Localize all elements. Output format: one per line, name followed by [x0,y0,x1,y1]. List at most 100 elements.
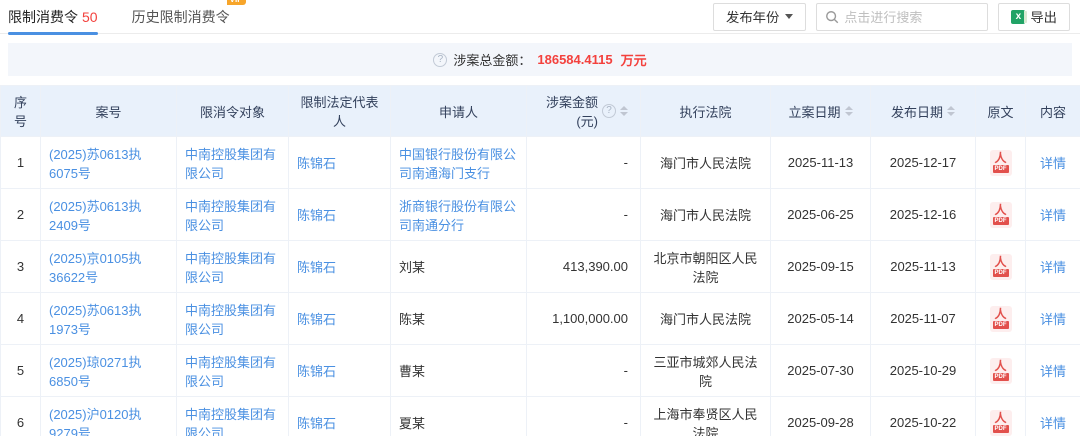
toolbar: 发布年份 点击进行搜索 x 导出 [713,2,1070,31]
target-company-link[interactable]: 中南控股集团有限公司 [185,406,277,436]
tab-history-label: 历史限制消费令 [131,8,230,25]
court-cell: 海门市人民法院 [640,292,771,345]
amount-cell: - [526,136,641,189]
publish-date-cell: 2025-12-16 [870,188,976,241]
header-applicant: 申请人 [390,85,527,137]
legal-rep-link[interactable]: 陈锦石 [297,156,337,171]
case-no-link[interactable]: (2025)琼0271执6850号 [49,354,142,389]
legal-rep-link[interactable]: 陈锦石 [297,312,337,327]
tab-restriction-orders-count: 50 [82,8,98,25]
search-icon [826,10,839,23]
case-no-link[interactable]: (2025)苏0613执6075号 [49,146,142,181]
applicant-link[interactable]: 中国银行股份有限公司南通海门支行 [399,146,517,181]
detail-link[interactable]: 详情 [1039,260,1066,275]
row-index: 1 [0,136,41,189]
row-index: 6 [0,396,41,436]
pdf-icon[interactable]: 人 PDF [989,409,1012,436]
tab-restriction-orders-label: 限制消费令 [8,8,78,25]
header-target: 限消令对象 [176,85,289,137]
vip-badge: VIP [226,0,246,5]
header-filing-date-label: 立案日期 [788,104,841,120]
target-company-link[interactable]: 中南控股集团有限公司 [185,198,277,233]
court-cell: 三亚市城郊人民法院 [640,344,771,397]
detail-link[interactable]: 详情 [1039,312,1066,327]
filing-date-cell: 2025-05-14 [770,292,871,345]
search-placeholder: 点击进行搜索 [844,10,923,25]
target-company-link[interactable]: 中南控股集团有限公司 [185,146,277,181]
target-company-link[interactable]: 中南控股集团有限公司 [185,302,277,337]
legal-rep-link[interactable]: 陈锦石 [297,208,337,223]
case-no-link[interactable]: (2025)苏0613执1973号 [49,302,142,337]
publish-date-cell: 2025-11-13 [870,240,976,293]
search-input[interactable]: 点击进行搜索 [816,2,989,31]
target-company-link[interactable]: 中南控股集团有限公司 [185,250,277,285]
table-row: 4 (2025)苏0613执1973号 中南控股集团有限公司 陈锦石 陈某 1,… [0,292,1080,345]
table-row: 6 (2025)沪0120执9279号 中南控股集团有限公司 陈锦石 夏某 - … [0,396,1080,436]
amount-cell: - [526,344,641,397]
pdf-icon[interactable]: 人 PDF [989,149,1012,176]
filing-date-cell: 2025-06-25 [770,188,871,241]
case-no-link[interactable]: (2025)沪0120执9279号 [49,406,142,436]
case-no-link[interactable]: (2025)苏0613执2409号 [49,198,142,233]
case-no-link[interactable]: (2025)京0105执36622号 [49,250,142,285]
table-row: 2 (2025)苏0613执2409号 中南控股集团有限公司 陈锦石 浙商银行股… [0,188,1080,241]
applicant-text: 刘某 [390,240,527,293]
row-index: 5 [0,344,41,397]
row-index: 4 [0,292,41,345]
legal-rep-link[interactable]: 陈锦石 [297,260,337,275]
detail-link[interactable]: 详情 [1039,364,1066,379]
tab-bar: 限制消费令 50 历史限制消费令 VIP 发布年份 点击进行搜索 x 导出 [0,0,1080,35]
applicant-text: 曹某 [390,344,527,397]
publish-date-cell: 2025-10-29 [870,344,976,397]
table-header-row: 序号 案号 限消令对象 限制法定代表人 申请人 涉案金额 (元) ? 执行法院 … [0,85,1080,137]
export-button[interactable]: x 导出 [998,2,1070,31]
publish-date-cell: 2025-12-17 [870,136,976,189]
restriction-orders-table: 序号 案号 限消令对象 限制法定代表人 申请人 涉案金额 (元) ? 执行法院 … [0,85,1080,436]
court-cell: 海门市人民法院 [640,136,771,189]
filing-date-sort-icon[interactable] [844,106,853,116]
total-amount-value: 186584.4115 [537,52,613,67]
total-amount-label: 涉案总金额： [453,53,532,68]
legal-rep-link[interactable]: 陈锦石 [297,416,337,431]
amount-help-icon[interactable]: ? [602,104,616,118]
filing-date-cell: 2025-09-15 [770,240,871,293]
publish-date-cell: 2025-10-22 [870,396,976,436]
publish-year-filter-button[interactable]: 发布年份 [713,2,807,31]
header-content: 内容 [1025,85,1080,137]
applicant-link[interactable]: 浙商银行股份有限公司南通分行 [399,198,517,233]
pdf-icon[interactable]: 人 PDF [989,253,1012,280]
pdf-icon[interactable]: 人 PDF [989,305,1012,332]
total-amount-unit: 万元 [620,53,647,68]
header-court: 执行法院 [640,85,771,137]
header-index: 序号 [0,85,41,137]
tab-restriction-orders[interactable]: 限制消费令 50 [8,0,98,35]
table-row: 3 (2025)京0105执36622号 中南控股集团有限公司 陈锦石 刘某 4… [0,240,1080,293]
chevron-down-icon [785,14,794,19]
applicant-text: 陈某 [390,292,527,345]
active-tab-underline [8,31,98,35]
total-amount-banner: ? 涉案总金额： 186584.4115 万元 [8,43,1072,76]
court-cell: 海门市人民法院 [640,188,771,241]
header-amount: 涉案金额 (元) ? [526,85,641,137]
court-cell: 上海市奉贤区人民法院 [640,396,771,436]
pdf-icon[interactable]: 人 PDF [989,357,1012,384]
help-icon[interactable]: ? [433,52,448,67]
detail-link[interactable]: 详情 [1039,156,1066,171]
header-publish-date-label: 发布日期 [890,104,943,120]
pdf-icon[interactable]: 人 PDF [989,201,1012,228]
header-publish-date: 发布日期 [870,85,976,137]
applicant-text: 夏某 [390,396,527,436]
publish-date-sort-icon[interactable] [947,106,955,116]
amount-sort-icon[interactable] [620,106,628,116]
header-amount-label: 涉案金额 (元) [545,95,598,129]
detail-link[interactable]: 详情 [1039,416,1066,431]
header-filing-date: 立案日期 [770,85,871,137]
filing-date-cell: 2025-07-30 [770,344,871,397]
tab-history-restriction-orders[interactable]: 历史限制消费令 VIP [131,0,246,34]
legal-rep-link[interactable]: 陈锦石 [297,364,337,379]
table-row: 5 (2025)琼0271执6850号 中南控股集团有限公司 陈锦石 曹某 - … [0,344,1080,397]
header-original: 原文 [975,85,1026,137]
target-company-link[interactable]: 中南控股集团有限公司 [185,354,277,389]
amount-cell: - [526,188,641,241]
detail-link[interactable]: 详情 [1039,208,1066,223]
